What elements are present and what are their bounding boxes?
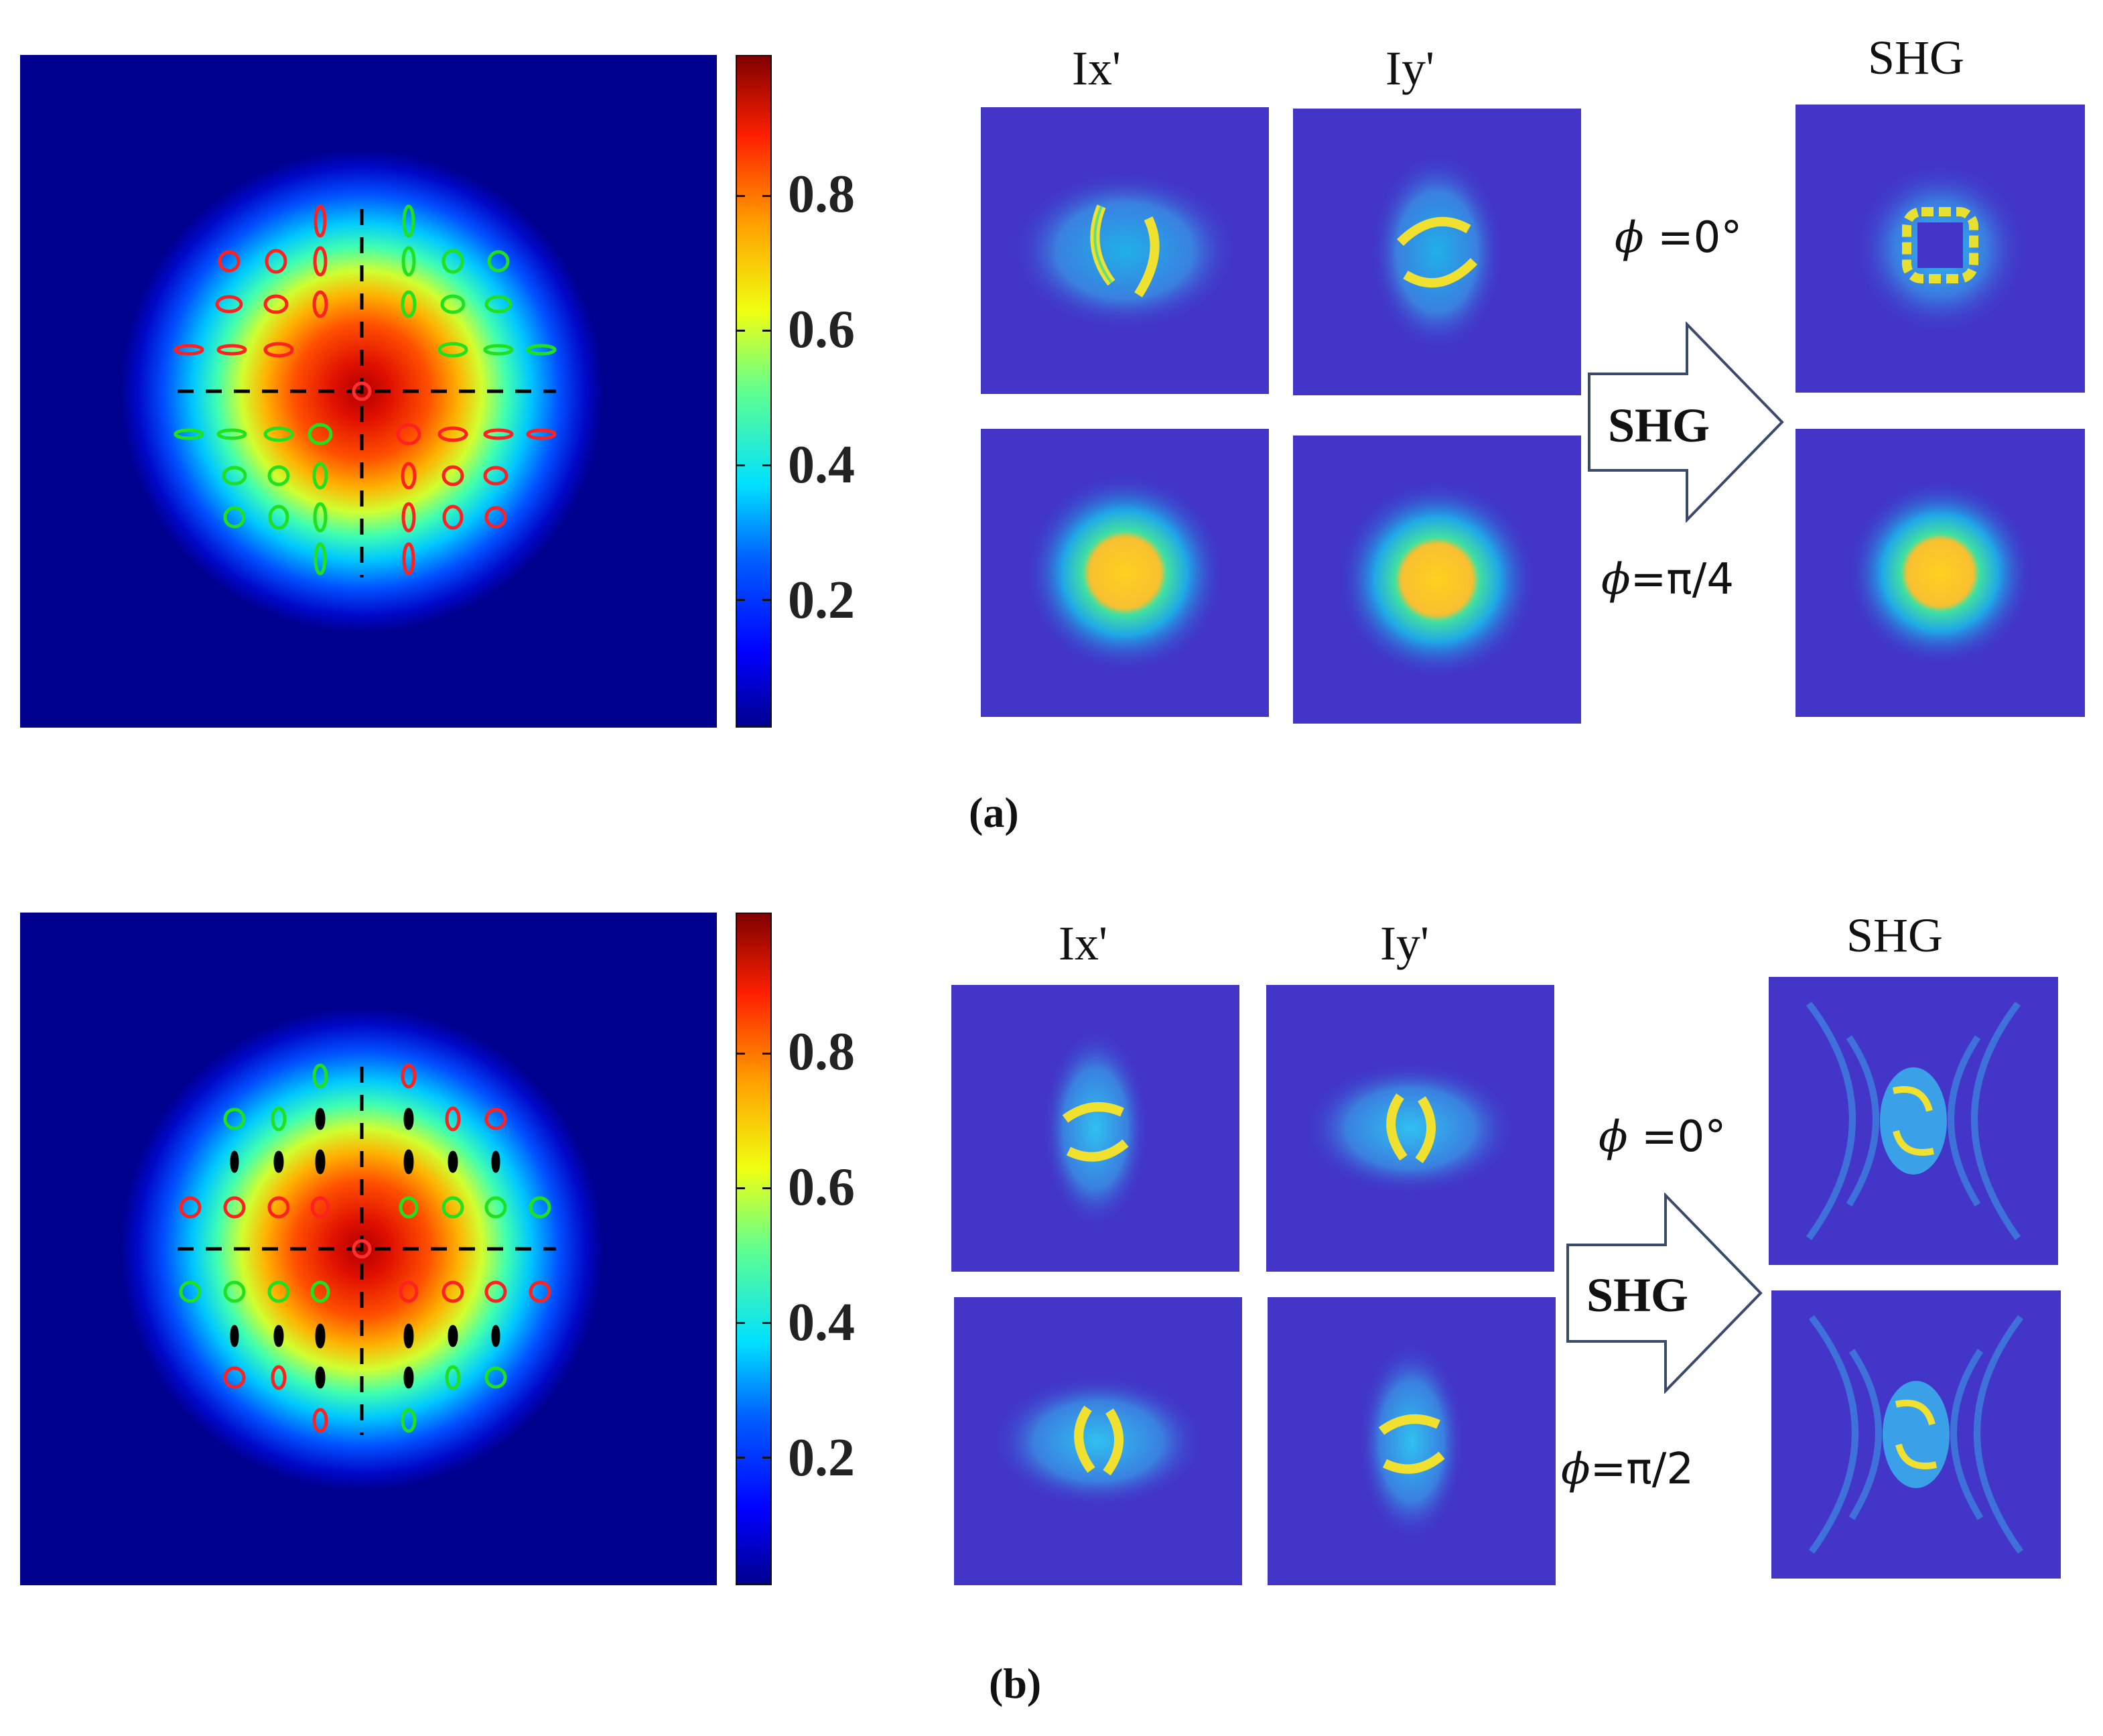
panel-a-shg-phi-pi4 <box>1795 429 2085 717</box>
panel-b-tick-0.6: 0.6 <box>788 1158 855 1217</box>
panel-a-label-ix: Ix' <box>1072 42 1121 95</box>
panel-b-shg-arrow <box>1566 1193 1763 1394</box>
panel-b: 0.8 0.6 0.4 0.2 Ix' Iy' SHG <box>0 858 2103 1709</box>
panel-b-shg-phi0 <box>1769 977 2058 1265</box>
panel-a-ix-phi-pi4 <box>981 429 1269 717</box>
panel-b-tick-0.4: 0.4 <box>788 1293 855 1352</box>
panel-a: 0.8 0.6 0.4 0.2 Ix' Iy' SHG <box>0 0 2103 851</box>
panel-b-tick-0.8: 0.8 <box>788 1022 855 1081</box>
panel-b-ix-phi0 <box>951 985 1239 1272</box>
panel-a-arrow-label: SHG <box>1608 399 1710 452</box>
panel-a-colorbar <box>736 55 772 728</box>
panel-b-iy-phi-pi2 <box>1268 1297 1556 1585</box>
panel-a-tick-0.8: 0.8 <box>788 165 855 224</box>
panel-b-label-ix: Ix' <box>1059 917 1107 970</box>
panel-b-caption: (b) <box>989 1660 1042 1707</box>
panel-b-tick-0.2: 0.2 <box>788 1428 855 1487</box>
panel-a-label-shg: SHG <box>1868 31 1965 84</box>
panel-a-tick-0.6: 0.6 <box>788 300 855 359</box>
panel-b-intensity-map <box>20 913 717 1585</box>
panel-a-tick-0.4: 0.4 <box>788 436 855 494</box>
panel-a-phi-top: ϕ =0° <box>1615 213 1743 263</box>
panel-b-arrow-label: SHG <box>1586 1268 1689 1322</box>
panel-a-shg-phi0 <box>1795 105 2085 393</box>
panel-a-intensity-map <box>20 55 717 728</box>
panel-b-phi-top: ϕ =0° <box>1599 1112 1726 1162</box>
panel-b-label-iy: Iy' <box>1380 917 1429 970</box>
panel-b-colorbar <box>736 913 772 1585</box>
panel-a-ix-phi0 <box>981 107 1269 394</box>
panel-a-tick-0.2: 0.2 <box>788 571 855 630</box>
panel-a-phi-bottom: ϕ=π/4 <box>1601 555 1735 604</box>
panel-a-caption: (a) <box>969 789 1019 836</box>
panel-a-polarization-ellipses <box>174 204 557 576</box>
panel-b-label-shg: SHG <box>1846 909 1944 962</box>
panel-b-polarization-ellipses <box>179 1063 551 1433</box>
panel-a-label-iy: Iy' <box>1385 42 1434 95</box>
panel-b-shg-phi-pi2 <box>1771 1290 2061 1579</box>
panel-a-iy-phi0 <box>1293 109 1581 395</box>
panel-b-ix-phi-pi2 <box>954 1297 1242 1585</box>
panel-a-shg-arrow <box>1588 322 1784 523</box>
panel-a-iy-phi-pi4 <box>1293 436 1581 724</box>
panel-b-iy-phi0 <box>1266 985 1554 1272</box>
panel-b-phi-bottom: ϕ=π/2 <box>1561 1445 1694 1494</box>
